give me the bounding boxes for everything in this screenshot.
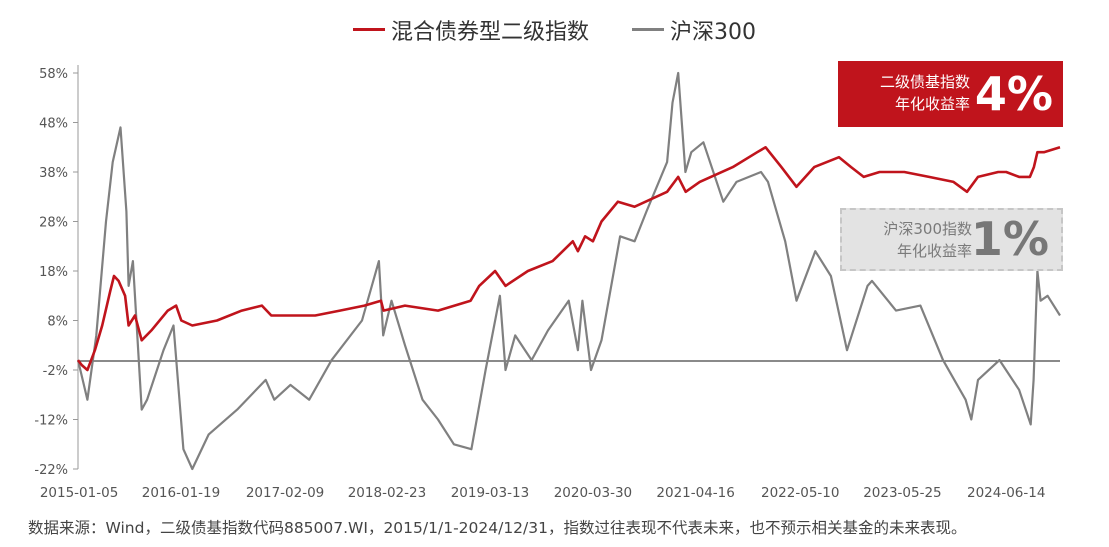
y-tick-label: 38% [39,166,68,181]
csi300-return-label-line1: 沪深300指数 [883,220,972,238]
csi300-return-callout: 沪深300指数 年化收益率 1% [840,208,1063,271]
legend-swatch-bond [352,28,385,31]
y-tick-label: -22% [34,463,68,478]
x-tick-label: 2021-04-16 [656,485,734,501]
y-tick-label: -12% [34,414,68,429]
x-tick-label: 2022-05-10 [761,485,839,501]
legend-item-csi300: 沪深300 [632,14,756,46]
bond-return-value: 4% [974,67,1053,121]
legend-swatch-csi300 [632,28,664,31]
legend-label-bond: 混合债券型二级指数 [390,19,589,45]
bond-return-callout: 二级债基指数 年化收益率 4% [838,61,1063,127]
csi300-return-label-line2: 年化收益率 [896,242,972,260]
series-line-bond [76,146,1061,372]
x-tick-label: 2016-01-19 [142,485,220,501]
x-tick-label: 2019-03-13 [451,485,529,501]
source-footnote: 数据来源：Wind，二级债基指数代码885007.WI，2015/1/1-202… [28,519,967,537]
y-tick-label: -2% [43,364,68,379]
legend: 混合债券型二级指数 沪深300 [0,12,1109,46]
y-tick-label: 58% [39,67,68,82]
y-tick-label: 28% [39,216,68,231]
x-tick-label: 2023-05-25 [863,485,941,501]
bond-return-label-line1: 二级债基指数 [879,73,970,91]
series-lines [76,71,1061,471]
x-tick-label: 2020-03-30 [554,485,632,501]
x-tick-label: 2017-02-09 [246,485,324,501]
legend-label-csi300: 沪深300 [670,19,756,45]
legend-item-bond: 混合债券型二级指数 [352,14,589,46]
bond-return-label-line2: 年化收益率 [894,95,970,113]
series-line-csi300 [76,71,1061,471]
x-tick-label: 2018-02-23 [348,485,426,501]
x-tick-label: 2024-06-14 [967,485,1045,501]
axes [73,65,1060,470]
bond-return-label: 二级债基指数 年化收益率 [850,71,970,115]
x-tick-labels: 2015-01-05 2016-01-19 2017-02-09 2018-02-23… [40,485,1046,501]
csi300-return-value: 1% [970,212,1049,266]
x-tick-label: 2015-01-05 [40,485,118,501]
y-tick-label: 8% [47,315,68,330]
csi300-return-label: 沪深300指数 年化收益率 [852,218,972,262]
y-tick-label: 18% [39,265,68,280]
y-tick-labels: -22% -12% -2% 8% 18% 28% 38% 48% 58% [34,67,68,478]
y-tick-label: 48% [39,117,68,132]
